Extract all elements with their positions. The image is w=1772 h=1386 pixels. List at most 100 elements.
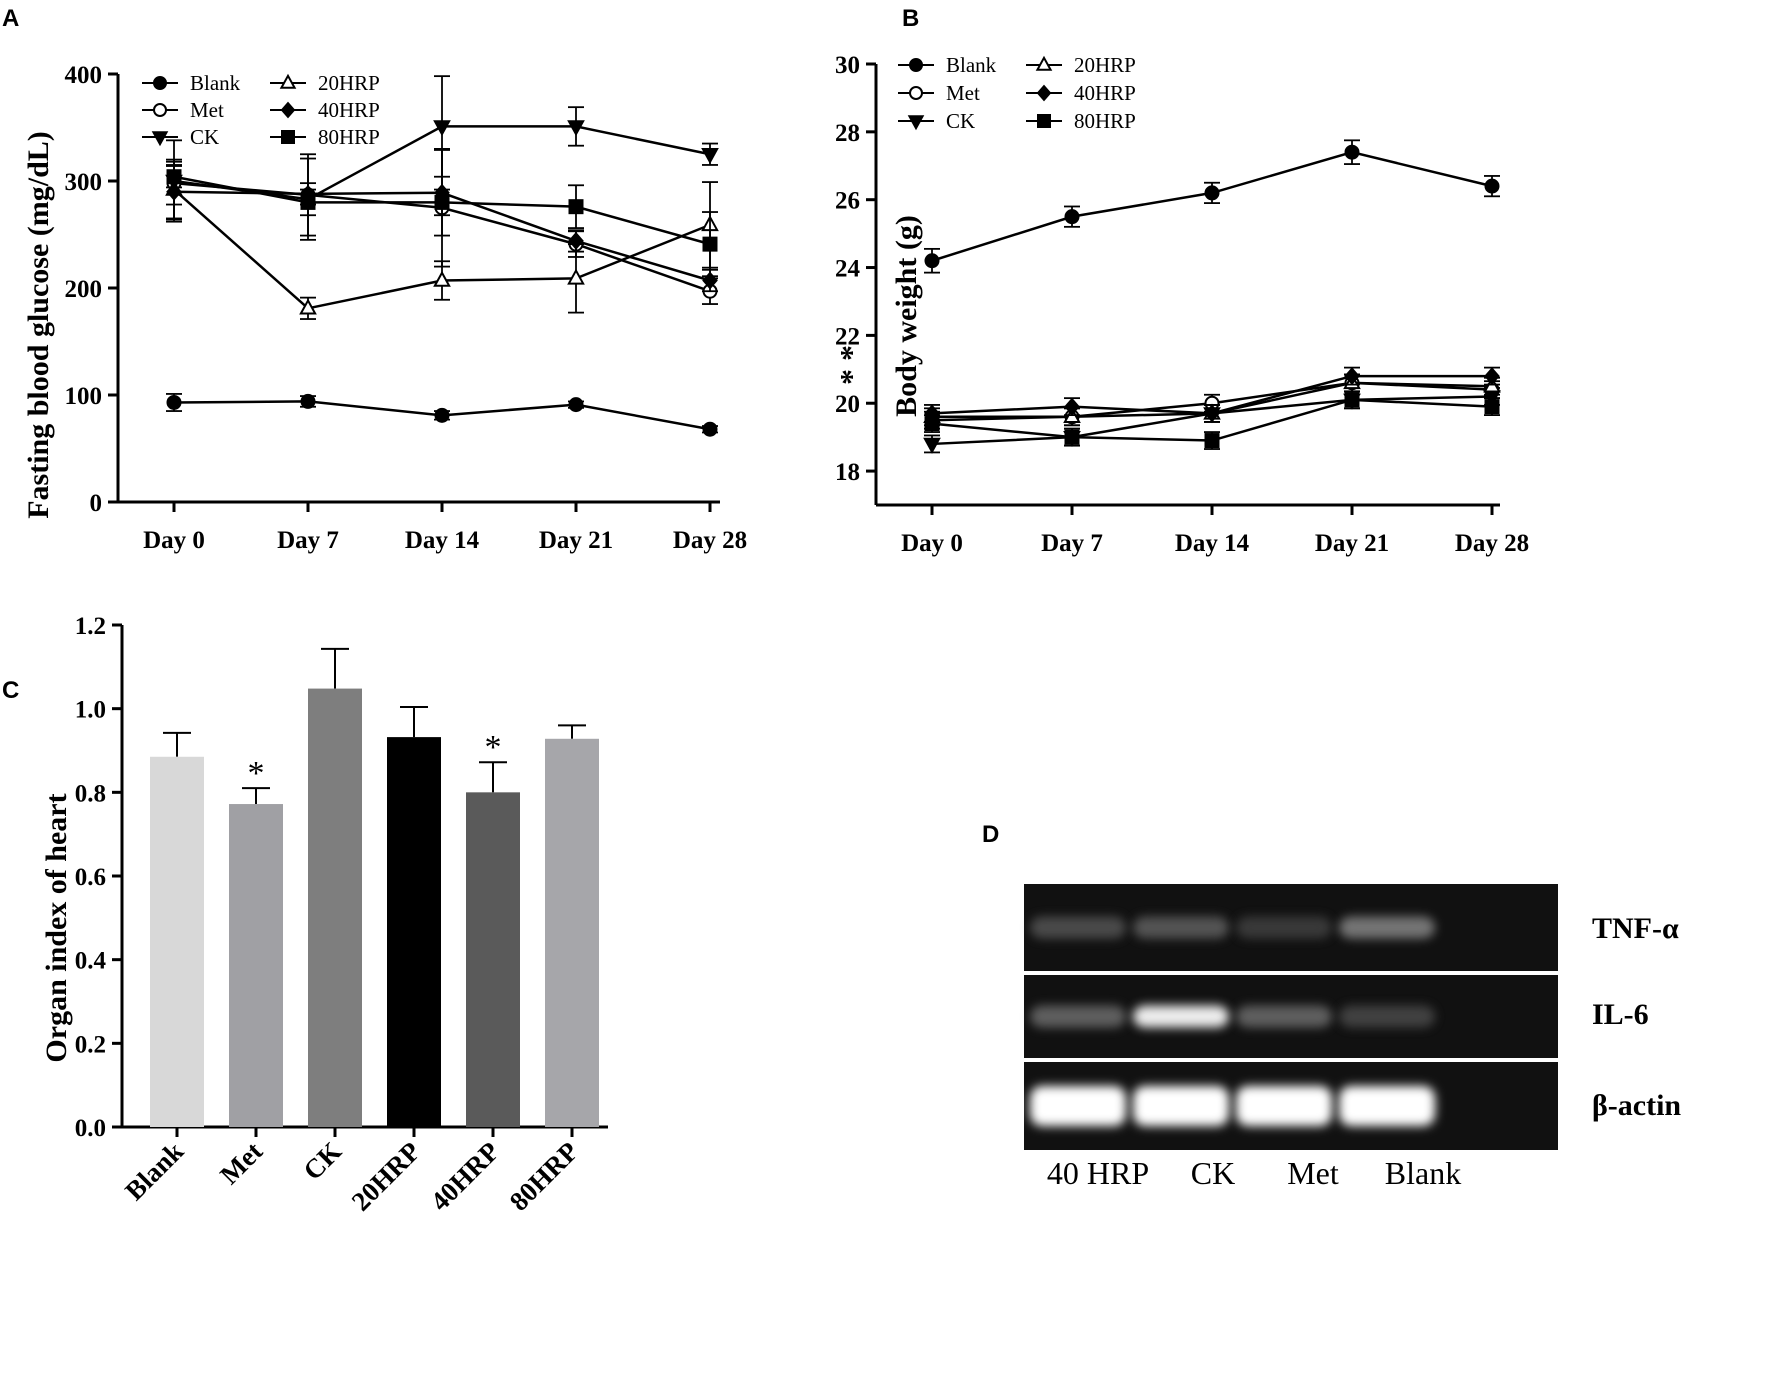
- y-tick-label: 0.2: [75, 1031, 106, 1058]
- data-point: [567, 120, 585, 137]
- x-tick-label: Day 21: [1315, 530, 1389, 557]
- legend-swatch-marker: [909, 86, 923, 100]
- data-point: [1484, 367, 1500, 386]
- panel-a: A Fasting blood glucose (mg/dL) 0 100 20…: [2, 5, 861, 554]
- data-point: [433, 120, 451, 137]
- panel-label-b: B: [902, 5, 919, 32]
- gel-band: [1339, 916, 1435, 939]
- gel-lane-labels: 40 HRP CK Met Blank: [1047, 1155, 1461, 1191]
- legend-swatch-marker: [280, 101, 296, 119]
- panel-c: C Organ index of heart 0.0 0.2 0.4 0.6 0…: [2, 613, 608, 1217]
- x-tick-label: Day 28: [673, 527, 747, 554]
- legend-swatch-marker: [1035, 55, 1053, 71]
- x-tick-label: Day 7: [277, 527, 339, 554]
- y-tick-label: 20: [835, 391, 860, 418]
- data-point: [166, 169, 182, 185]
- legend-swatch-marker: [907, 115, 925, 131]
- gel-row-label: IL-6: [1592, 998, 1649, 1031]
- gel-band: [1133, 916, 1229, 939]
- data-point: [300, 393, 316, 409]
- y-tick-label: 400: [65, 62, 103, 89]
- gel-band: [1339, 1005, 1435, 1028]
- data-point: [1204, 404, 1220, 423]
- significance-markers: * *: [248, 729, 502, 792]
- legend: Blank Met CK 20HRP 40HRP 80HRP: [898, 53, 1136, 133]
- panel-label-c: C: [2, 677, 19, 704]
- gel-band: [1030, 1005, 1126, 1028]
- legend-label: CK: [190, 125, 219, 149]
- gel-band: [1133, 1005, 1229, 1028]
- data-point: [1064, 429, 1080, 445]
- gel-band: [1030, 916, 1126, 939]
- y-axis-label: Fasting blood glucose (mg/dL): [22, 131, 55, 519]
- gel-band: [1030, 1086, 1126, 1126]
- data-point: [1204, 185, 1220, 201]
- y-tick-label: 26: [835, 188, 860, 215]
- legend-label: Met: [190, 98, 224, 122]
- data-point: [434, 407, 450, 423]
- legend-label: 20HRP: [1074, 53, 1136, 77]
- x-tick-label: 40HRP: [425, 1136, 506, 1217]
- data-point: [702, 236, 718, 252]
- y-tick-label: 1.2: [75, 613, 106, 640]
- data-point: [1484, 399, 1500, 415]
- data-point: [433, 270, 451, 287]
- x-tick-label: Day 7: [1041, 530, 1103, 557]
- y-tick-label: 24: [835, 256, 861, 283]
- gel-band: [1236, 916, 1332, 939]
- y-tick-label: 1.0: [75, 697, 106, 724]
- gel-band: [1133, 1086, 1229, 1126]
- x-tick-label: CK: [297, 1136, 347, 1186]
- series-layer: [923, 139, 1501, 454]
- data-point: [1064, 209, 1080, 225]
- bars-layer: [150, 647, 599, 1127]
- x-tick-label: Blank: [119, 1136, 189, 1206]
- legend-swatch-marker: [909, 58, 923, 72]
- bar-20hrp: [387, 737, 441, 1127]
- data-point: [702, 421, 718, 437]
- series-40hrp: [924, 366, 1500, 423]
- x-tick-label: Day 28: [1455, 530, 1529, 557]
- significance-annotation: * *: [825, 345, 861, 385]
- series-layer: [165, 75, 719, 437]
- y-tick-label: 28: [835, 120, 860, 147]
- legend-swatch-marker: [153, 103, 167, 117]
- gel-lane-label: Blank: [1385, 1155, 1461, 1191]
- data-point: [702, 271, 718, 290]
- data-point: [1484, 178, 1500, 194]
- bar-met: [229, 804, 283, 1127]
- legend-label: Blank: [190, 71, 241, 95]
- data-point: [924, 416, 940, 432]
- y-tick-label: 300: [65, 169, 103, 196]
- bar-40hrp: [466, 792, 520, 1127]
- data-point: [166, 394, 182, 410]
- legend-label: Blank: [946, 53, 997, 77]
- x-tick-label: Day 21: [539, 527, 613, 554]
- legend-label: 20HRP: [318, 71, 380, 95]
- series-blank: [166, 393, 718, 437]
- legend-swatch-marker: [1037, 114, 1051, 128]
- data-point: [567, 268, 585, 285]
- bar-blank: [150, 756, 204, 1127]
- data-point: [924, 253, 940, 269]
- panel-b: B Body weight (g) 18 20 22 24 26 28 30 D…: [835, 5, 1529, 557]
- significance-marker: *: [248, 755, 265, 792]
- panel-label-a: A: [2, 5, 19, 32]
- x-tick-label: Day 0: [143, 527, 205, 554]
- data-point: [923, 437, 941, 454]
- series-blank: [924, 139, 1500, 274]
- gel-band: [1339, 1086, 1435, 1126]
- significance-marker: *: [485, 729, 502, 766]
- legend-swatch-marker: [153, 76, 167, 90]
- y-tick-label: 22: [835, 323, 860, 350]
- y-tick-label: 18: [835, 459, 860, 486]
- legend-swatch-marker: [151, 131, 169, 147]
- legend-label: 40HRP: [318, 98, 380, 122]
- legend-label: Met: [946, 81, 980, 105]
- y-tick-label: 0.6: [75, 864, 106, 891]
- series-80hrp: [166, 165, 718, 278]
- gel-row-label: TNF-α: [1592, 912, 1679, 945]
- panel-label-d: D: [982, 821, 999, 848]
- data-point: [300, 194, 316, 210]
